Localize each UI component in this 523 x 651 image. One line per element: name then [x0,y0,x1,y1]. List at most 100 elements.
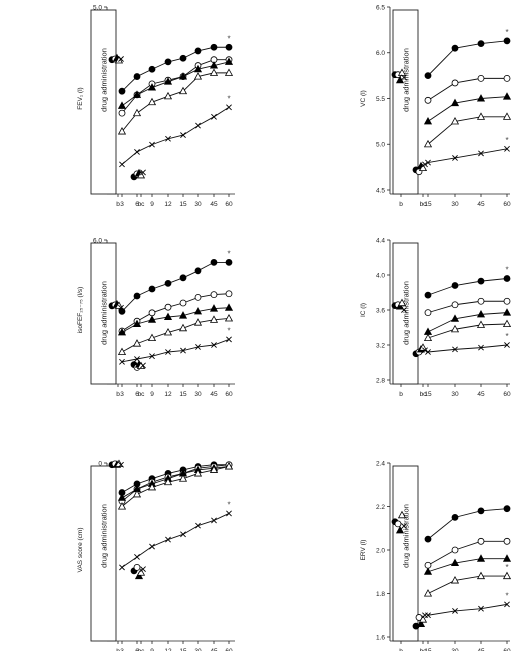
x-tick-label: 6 [135,648,139,651]
baseline-point [422,347,428,354]
data-point [424,72,432,80]
data-point [502,112,512,120]
x-tick-label: bc [138,391,146,398]
data-point [193,318,203,326]
data-point [423,567,433,575]
baseline-point [401,307,407,313]
baseline-point [422,612,428,619]
y-tick-label: 4.4 [376,237,385,244]
x-tick-label: 9 [150,648,154,651]
baseline-point [133,564,141,571]
series-line [427,312,508,333]
drug-administration-box [90,9,117,195]
data-point [502,308,512,316]
data-point [450,314,460,322]
x-tick-label: b [116,201,120,208]
series-line [427,77,507,101]
series-line [427,575,507,594]
data-point [503,297,511,305]
series-line [427,300,507,314]
series-line [427,323,508,339]
baseline-point [416,619,426,627]
y-tick-label: 6.5 [376,4,385,11]
significance-star: * [505,28,508,37]
data-point [450,324,460,333]
x-tick-label: 30 [451,391,459,398]
drug-administration-label: drug administration [100,48,109,112]
significance-star: * [505,563,508,572]
data-point [476,94,486,102]
data-point [132,90,142,98]
data-point [149,543,155,550]
data-point [132,489,142,498]
data-point [504,342,510,348]
x-tick-label: 45 [210,391,218,398]
y-tick-label: 2.2 [376,504,385,511]
data-point [503,74,511,82]
data-point [503,37,511,45]
data-point [423,589,433,597]
y-tick-label: 6.0 [376,50,385,57]
x-tick-label: bc [420,391,428,398]
x-tick-label: 60 [503,201,511,208]
data-point [179,54,187,62]
series-line [427,40,508,76]
data-point [424,96,432,104]
significance-star: * [505,136,508,145]
data-point [450,576,460,584]
data-point [423,116,433,125]
x-tick-label: 9 [150,201,154,208]
x-tick-label: 6 [135,391,139,398]
baseline-point [114,56,124,64]
x-tick-label: 30 [194,201,202,208]
data-point [209,304,219,312]
data-point [119,358,125,365]
baseline-point [397,298,407,307]
data-point [502,92,512,100]
significance-star: * [505,266,508,275]
data-point [164,58,172,66]
x-tick-label: bc [420,201,428,208]
x-tick-label: 12 [164,201,172,208]
data-point [118,307,126,315]
data-point [163,477,173,486]
data-point [119,564,125,571]
data-point [425,159,431,166]
data-point [477,277,485,285]
data-point [503,275,511,282]
y-axis-label: ERV (l) [360,540,367,561]
data-point [163,91,173,100]
series-line [427,558,507,573]
x-tick-label: 3 [120,648,124,651]
data-point [195,522,201,529]
baseline-point [401,523,407,529]
data-point [224,303,234,311]
x-tick-label: 3 [120,201,124,208]
data-point [452,155,458,161]
data-point [209,465,219,473]
x-tick-label: b [116,648,120,651]
data-point [193,306,203,315]
data-point [503,505,511,513]
data-point [476,554,486,562]
data-point [147,333,157,342]
data-point [117,502,127,510]
baseline-point [418,163,428,172]
x-tick-label: 30 [194,648,202,651]
data-point [134,554,140,560]
data-point [179,299,187,307]
y-axis-label: isoFEF₂₅₋₇₅ (l/s) [77,287,84,334]
data-point [132,319,142,328]
data-point [478,344,484,351]
data-point [477,297,485,305]
baseline-point [422,161,428,168]
data-point [424,309,432,317]
data-point [163,312,173,321]
data-point [117,327,127,336]
data-point [451,301,459,309]
x-tick-label: 6 [135,201,139,208]
y-axis-label: VAS score (cm) [77,527,84,572]
data-point [180,132,186,139]
